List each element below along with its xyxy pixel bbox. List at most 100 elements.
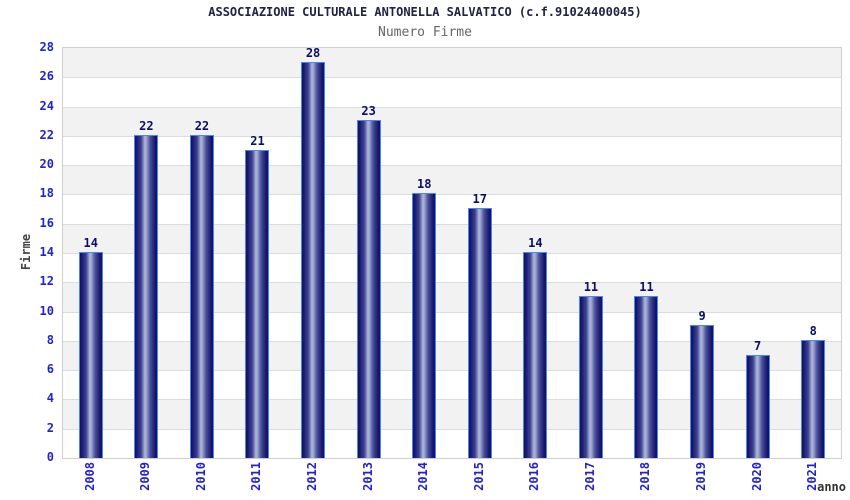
bar-slot: 14 xyxy=(508,48,564,458)
x-tick-slot: 2009 xyxy=(118,462,174,500)
bar-value-label: 7 xyxy=(754,338,762,353)
x-tick-slot: 2020 xyxy=(729,462,785,500)
bar-value-label: 14 xyxy=(528,236,543,250)
x-tick-label: 2013 xyxy=(360,462,375,491)
bar-slot: 21 xyxy=(230,48,286,458)
x-tick-label: 2015 xyxy=(471,462,486,491)
gridline xyxy=(63,223,841,225)
y-tick-label: 8 xyxy=(46,332,54,347)
y-tick-label: 12 xyxy=(39,274,54,289)
x-tick-slot: 2016 xyxy=(507,462,563,500)
x-tick-label: 2010 xyxy=(193,462,208,491)
x-tick-label: 2012 xyxy=(305,462,320,491)
gridline xyxy=(63,77,841,79)
y-tick-label: 10 xyxy=(39,303,54,318)
gridline xyxy=(63,253,841,254)
bar-slot: 7 xyxy=(730,48,786,458)
x-tick-slot: 2019 xyxy=(673,462,729,500)
x-axis-ticks: 2008 2009 2010 2011 2012 2013 2014 2015 2016 2017… xyxy=(62,462,840,500)
bar xyxy=(745,354,770,458)
bar-value-label: 11 xyxy=(583,279,599,294)
x-tick-slot: 2012 xyxy=(284,462,340,500)
gridline xyxy=(63,311,841,313)
bar-value-label: 9 xyxy=(698,309,706,324)
gridline xyxy=(63,165,841,167)
bar xyxy=(690,325,715,458)
bars-container: 14 22 22 21 28 23 18 17 14 11 11 9 7 8 xyxy=(63,46,841,458)
y-tick-label: 18 xyxy=(39,186,54,201)
x-tick-slot: 2017 xyxy=(562,462,618,500)
x-tick-slot: 2013 xyxy=(340,462,396,500)
chart-subtitle: Numero Firme xyxy=(378,25,472,40)
bar-value-label: 21 xyxy=(250,133,265,148)
gridline xyxy=(63,282,841,284)
bar xyxy=(189,134,214,458)
bar xyxy=(467,208,492,458)
bar-value-label: 18 xyxy=(416,177,432,192)
bar xyxy=(134,134,159,458)
bar-slot: 8 xyxy=(785,48,841,458)
x-tick-label: 2009 xyxy=(138,462,153,491)
gridline xyxy=(63,399,841,401)
bar-value-label: 22 xyxy=(194,118,210,133)
bar-value-label: 28 xyxy=(305,46,321,60)
y-tick-label: 6 xyxy=(46,362,54,377)
x-tick-slot: 2011 xyxy=(229,462,285,500)
bar-value-label: 8 xyxy=(809,323,817,338)
gridline xyxy=(63,106,841,108)
bar-slot: 28 xyxy=(285,46,341,458)
y-tick-label: 28 xyxy=(39,40,54,54)
bar-slot: 22 xyxy=(119,48,175,458)
chart-title: ASSOCIAZIONE CULTURALE ANTONELLA SALVATI… xyxy=(208,5,642,19)
bar-value-label: 17 xyxy=(472,192,487,207)
bar-slot: 17 xyxy=(452,48,508,458)
x-tick-slot: 2015 xyxy=(451,462,507,500)
x-tick-slot: 2014 xyxy=(395,462,451,500)
bar xyxy=(245,149,270,458)
bar-slot: 22 xyxy=(174,48,230,458)
y-tick-label: 24 xyxy=(39,98,54,113)
x-tick-label: 2020 xyxy=(749,462,764,491)
gridline xyxy=(63,428,841,430)
plot-band xyxy=(63,106,841,136)
y-tick-label: 22 xyxy=(39,127,54,142)
bar-value-label: 22 xyxy=(139,118,154,133)
y-tick-label: 26 xyxy=(39,69,54,84)
x-tick-slot: 2010 xyxy=(173,462,229,500)
x-tick-label: 2008 xyxy=(82,462,97,491)
bar xyxy=(523,252,548,458)
gridline xyxy=(63,194,841,196)
bar xyxy=(634,295,659,458)
gridline xyxy=(63,370,841,372)
bar-slot: 11 xyxy=(619,48,675,458)
bar-slot: 9 xyxy=(674,48,730,458)
x-tick-label: 2017 xyxy=(582,462,597,491)
bar xyxy=(78,252,103,458)
bar-slot: 14 xyxy=(63,48,119,458)
gridline xyxy=(63,340,841,342)
x-tick-label: 2016 xyxy=(527,462,542,491)
bar-slot: 18 xyxy=(396,48,452,458)
plot-area: 14 22 22 21 28 23 18 17 14 11 11 9 7 8 xyxy=(62,47,842,459)
y-tick-label: 0 xyxy=(46,450,54,464)
bar-value-label: 11 xyxy=(639,279,654,294)
x-tick-label: 2011 xyxy=(249,462,264,491)
x-tick-label: 2014 xyxy=(416,462,431,491)
y-tick-label: 16 xyxy=(39,215,54,230)
y-tick-label: 14 xyxy=(39,245,54,259)
bar-slot: 11 xyxy=(563,48,619,458)
x-axis-title: anno xyxy=(817,480,846,494)
bar xyxy=(301,62,326,458)
bar xyxy=(412,193,437,458)
bar xyxy=(356,120,381,458)
y-tick-label: 4 xyxy=(46,391,54,406)
y-tick-label: 2 xyxy=(46,420,54,435)
bar-value-label: 23 xyxy=(361,104,376,119)
plot-band xyxy=(63,48,841,78)
y-tick-label: 20 xyxy=(39,157,54,172)
x-tick-slot: 2018 xyxy=(618,462,674,500)
bar xyxy=(578,295,603,458)
x-tick-label: 2018 xyxy=(638,462,653,491)
gridline xyxy=(63,135,841,137)
